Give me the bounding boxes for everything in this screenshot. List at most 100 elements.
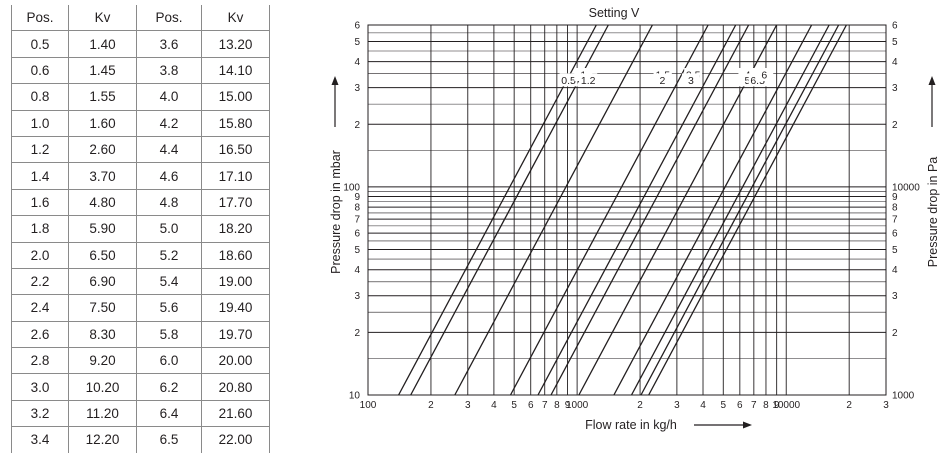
pos-cell: 2.4 [11,294,69,322]
x-tick-label: 10000 [772,400,800,411]
y-tick-label-right: 6 [892,229,898,240]
series-labels: 0.511.21.522.53456.56 [559,68,774,87]
table-row: 3.0 10.20 6.2 20.80 [11,373,270,401]
pos-column-header: Pos. [136,5,202,32]
x-tick-label: 5 [511,400,517,411]
y-tick-label-right: 2 [892,120,898,131]
series-label: 3 [688,75,694,87]
x-tick-label: 2 [637,400,643,411]
table-row: 2.8 9.20 6.0 20.00 [11,347,270,375]
kv-cell: 10.20 [68,373,137,401]
kv-table-header: Pos. Kv Pos. Kv [11,5,270,32]
x-tick-label: 3 [465,400,471,411]
y-tick-label-left: 2 [354,328,360,339]
series-line-2 [537,24,737,396]
table-row: 1.6 4.80 4.8 17.70 [11,189,270,217]
series-label: 2 [660,75,666,87]
y-tick-label-left: 6 [354,229,360,240]
y-tick-label-left: 6 [354,21,360,32]
series-label-bg [559,73,578,87]
y-tick-label-right: 3 [892,291,898,302]
series-label: 0.5 [561,75,576,87]
kv-column-header: Kv [68,5,137,32]
series-line-1-5 [509,24,709,396]
kv-cell: 6.50 [68,242,137,269]
table-row: 1.0 1.60 4.2 15.80 [11,110,270,137]
y-tick-label-right: 10000 [892,182,920,193]
series-line-6 [648,24,847,396]
kv-cell: 12.20 [68,426,137,453]
x-tick-label: 4 [700,400,706,411]
kv-cell: 5.90 [68,215,137,243]
pos-cell: 0.6 [11,57,69,85]
x-tick-label: 1000 [566,400,589,411]
kv-cell: 21.60 [201,400,270,428]
x-tick-label: 3 [674,400,680,411]
table-row: 1.8 5.90 5.0 18.20 [11,215,270,243]
series-label: 1.2 [581,75,596,87]
kv-cell: 15.80 [201,110,270,137]
chart-title: Setting V [589,6,640,20]
kv-cell: 15.00 [201,83,270,111]
y-tick-label-left: 4 [354,57,360,68]
kv-cell: 22.00 [201,426,270,453]
x-tick-label: 6 [737,400,743,411]
y-tick-label-left: 3 [354,291,360,302]
kv-cell: 1.40 [68,30,137,58]
table-row: 1.4 3.70 4.6 17.10 [11,162,270,190]
kv-cell: 1.45 [68,57,137,85]
y-tick-label-left: 9 [354,192,360,203]
kv-cell: 1.60 [68,110,137,137]
x-tick-label: 4 [491,400,497,411]
x-tick-label: 5 [720,400,726,411]
x-tick-label: 100 [360,400,377,411]
pos-cell: 4.2 [136,110,202,137]
x-tick-label: 8 [763,400,769,411]
kv-cell: 9.20 [68,347,137,375]
pos-cell: 2.8 [11,347,69,375]
x-tick-label: 6 [528,400,534,411]
y-tick-label-right: 4 [892,265,898,276]
kv-cell: 13.20 [201,30,270,58]
series-label-bg [755,68,774,82]
x-axis-title: Flow rate in kg/h [585,418,677,432]
x-tick-label: 7 [751,400,757,411]
y-tick-label-left: 8 [354,203,360,214]
grid [367,24,887,396]
x-tick-label: 2 [428,400,434,411]
series-label-bg [653,73,672,87]
pos-cell: 3.8 [136,57,202,85]
series-line-2-5 [550,24,750,396]
x-axis-arrow [694,421,752,429]
y-tick-label-left: 7 [354,215,360,226]
table-row: 2.0 6.50 5.2 18.60 [11,242,270,269]
pos-cell: 3.6 [136,30,202,58]
x-tick-label: 7 [542,400,548,411]
header-row: Pos. Kv Pos. Kv [11,5,270,32]
kv-cell: 19.70 [201,321,270,349]
kv-cell: 17.10 [201,162,270,190]
pos-cell: 2.2 [11,268,69,296]
x-tick-label: 2 [846,400,852,411]
x-tick-label: 3 [883,400,889,411]
pos-cell: 1.6 [11,189,69,217]
kv-cell: 19.40 [201,294,270,322]
pos-cell: 5.8 [136,321,202,349]
y-tick-label-right: 5 [892,245,898,256]
kv-cell: 18.20 [201,215,270,243]
y-tick-label-right: 2 [892,328,898,339]
y-tick-label-left: 2 [354,120,360,131]
series-lines [398,24,847,396]
series-line-0-5 [398,24,597,396]
y-axis-arrow-left [331,76,339,127]
pos-cell: 2.0 [11,242,69,269]
pos-cell: 6.4 [136,400,202,428]
pos-cell: 4.4 [136,136,202,164]
kv-column-header: Kv [201,5,270,32]
table-row: 0.8 1.55 4.0 15.00 [11,83,270,111]
y-axis-title-right: Pressure drop in Pa [926,157,940,268]
table-row: 3.2 11.20 6.4 21.60 [11,400,270,428]
pos-cell: 1.4 [11,162,69,190]
series-line-4 [613,24,813,396]
x-tick-label: 9 [565,400,571,411]
